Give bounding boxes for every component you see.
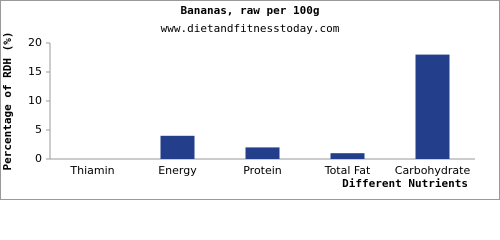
chart: Bananas, raw per 100g www.dietandfitness…: [0, 0, 500, 200]
bar: [160, 135, 195, 159]
x-tick-label: Energy: [158, 164, 197, 177]
x-tick-label: Total Fat: [324, 164, 371, 177]
chart-subtitle: www.dietandfitnesstoday.com: [161, 22, 340, 35]
x-tick-label: Carbohydrate: [395, 164, 471, 177]
y-tick-label: 20: [28, 36, 42, 49]
bar: [330, 153, 365, 159]
y-axis-label: Percentage of RDH (%): [1, 31, 14, 170]
y-tick-label: 10: [28, 94, 42, 107]
bar: [415, 54, 450, 159]
x-tick-label: Protein: [243, 164, 282, 177]
x-tick-label: Thiamin: [69, 164, 114, 177]
y-tick-label: 15: [28, 65, 42, 78]
chart-title: Bananas, raw per 100g: [180, 4, 319, 17]
x-axis-label: Different Nutrients: [342, 177, 468, 190]
y-tick-label: 0: [35, 152, 42, 165]
bar: [245, 147, 280, 159]
y-tick-label: 5: [35, 123, 42, 136]
